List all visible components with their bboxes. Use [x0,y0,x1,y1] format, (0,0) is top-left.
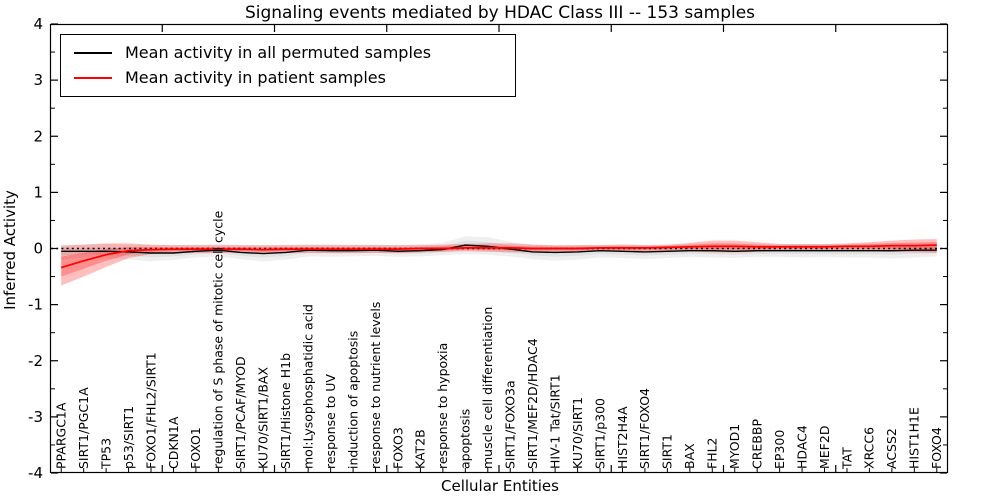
patient-mean-line [60,244,937,269]
x-category-label: HIST2H4A [615,406,630,469]
x-category-label: TP53 [98,438,113,470]
x-axis-label: Cellular Entities [441,477,559,495]
x-category-label: response to hypoxia [435,343,450,469]
chart-title: Signaling events mediated by HDAC Class … [244,3,756,23]
x-category-label: BAX [682,443,697,469]
x-category-label: SIRT1/Histone H1b [278,353,293,469]
x-category-label: FOXO3 [390,427,405,469]
x-category-label: SIRT1/PGC1A [76,387,91,469]
y-tick-label: 1 [33,183,43,201]
x-category-label: FOXO4 [929,427,944,469]
y-tick-label: -4 [28,464,43,482]
axis-ticks: 4 3 2 1 0 -1 -2 -3 -4 [28,15,947,482]
x-category-label: EP300 [772,430,787,469]
x-category-label: p53/SIRT1 [121,406,136,469]
y-axis-label: Inferred Activity [1,190,19,310]
legend: Mean activity in all permuted samples Me… [60,34,516,97]
x-category-label: KU70/SIRT1/BAX [256,367,271,469]
x-category-label: SIRT1/PCAF/MYOD [233,356,248,469]
legend-label-permuted: Mean activity in all permuted samples [125,43,432,62]
x-category-label: MEF2D [817,426,832,469]
y-tick-label: 0 [33,240,43,258]
x-category-label: CDKN1A [166,416,181,469]
x-category-label: SIRT1 [660,434,675,469]
x-category-label: muscle cell differentiation [480,307,495,469]
x-category-label: SIRT1/FOXO3a [503,380,518,469]
x-category-label: FOXO1 [188,427,203,469]
x-category-label: MYOD1 [727,424,742,469]
x-category-label: mol:Lysophosphatidic acid [301,304,316,469]
x-category-label: regulation of S phase of mitotic cell cy… [211,210,226,469]
legend-entry-patient: Mean activity in patient samples [61,69,515,87]
x-category-label: TAT [839,447,854,470]
x-category-label: KU70/SIRT1 [570,397,585,469]
axes-frame [49,23,949,474]
legend-label-patient: Mean activity in patient samples [125,68,386,87]
y-tick-label: -1 [28,296,43,314]
legend-line-permuted-icon [74,52,112,54]
x-category-label: FHL2 [705,437,720,469]
x-category-label: XRCC6 [862,427,877,469]
y-tick-label: 3 [33,71,43,89]
y-tick-label: -2 [28,352,43,370]
x-category-label: PPARGC1A [54,402,69,469]
x-category-label: HIST1H1E [907,407,922,469]
y-tick-label: -3 [28,408,43,426]
x-category-label: apoptosis [458,409,473,469]
x-category-labels: PPARGC1A SIRT1/PGC1A TP53 p53/SIRT1 FOXO1/FH… [54,210,945,470]
x-category-label: SIRT1/MEF2D/HDAC4 [525,338,540,469]
x-category-label: CREBBP [750,419,765,469]
x-category-label: KAT2B [413,429,428,469]
x-category-label: HDAC4 [794,425,809,469]
legend-entry-permuted: Mean activity in all permuted samples [61,44,515,62]
x-category-label: FOXO1/FHL2/SIRT1 [143,352,158,469]
x-category-label: HIV-1 Tat/SIRT1 [547,374,562,469]
x-category-label: response to nutrient levels [368,302,383,469]
y-tick-label: 2 [33,127,43,145]
y-tick-label: 4 [33,15,43,33]
x-category-label: SIRT1/p300 [592,398,607,469]
x-category-label: induction of apoptosis [345,331,360,469]
x-category-label: response to UV [323,374,338,469]
x-category-label: SIRT1/FOXO4 [637,388,652,469]
x-category-label: ACSS2 [884,428,899,469]
legend-line-patient-icon [74,77,112,79]
